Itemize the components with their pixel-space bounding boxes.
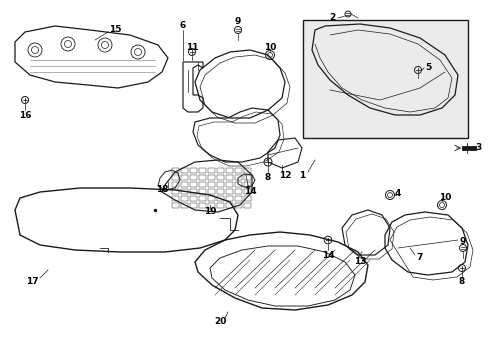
Text: 1: 1 (298, 171, 305, 180)
Text: 4: 4 (394, 189, 400, 198)
Text: 19: 19 (203, 207, 216, 216)
Text: 3: 3 (474, 144, 480, 153)
Bar (207, 168, 215, 173)
Bar (190, 203, 197, 208)
Bar (244, 168, 250, 173)
Bar (172, 168, 179, 173)
Text: 17: 17 (26, 278, 38, 287)
Bar (225, 196, 232, 201)
Bar (225, 182, 232, 187)
Bar (207, 189, 215, 194)
Bar (181, 196, 187, 201)
Bar (207, 203, 215, 208)
Bar (235, 182, 242, 187)
Bar (235, 175, 242, 180)
Bar (172, 196, 179, 201)
Text: 2: 2 (328, 13, 334, 22)
Text: 15: 15 (108, 26, 121, 35)
Bar (235, 168, 242, 173)
Bar (217, 189, 224, 194)
Bar (217, 182, 224, 187)
Text: 8: 8 (264, 174, 270, 183)
Bar (244, 196, 250, 201)
Text: 12: 12 (278, 171, 291, 180)
Text: 5: 5 (424, 63, 430, 72)
Bar (181, 175, 187, 180)
Text: 10: 10 (263, 42, 276, 51)
Bar (225, 203, 232, 208)
Bar (244, 203, 250, 208)
Bar (172, 175, 179, 180)
Bar (190, 189, 197, 194)
Text: 18: 18 (156, 185, 168, 194)
Text: 13: 13 (353, 257, 366, 266)
Bar (244, 182, 250, 187)
Bar (235, 189, 242, 194)
Text: 10: 10 (438, 193, 450, 202)
Bar (190, 175, 197, 180)
Bar (207, 196, 215, 201)
Text: 20: 20 (213, 318, 226, 327)
Text: 9: 9 (459, 238, 465, 247)
Bar (225, 175, 232, 180)
Bar (207, 175, 215, 180)
Bar (199, 168, 205, 173)
Bar (235, 196, 242, 201)
Text: 14: 14 (243, 188, 256, 197)
Bar (172, 182, 179, 187)
Bar (244, 175, 250, 180)
Bar (199, 175, 205, 180)
Text: 14: 14 (321, 251, 334, 260)
Text: 8: 8 (458, 278, 464, 287)
Bar (225, 189, 232, 194)
Bar (235, 203, 242, 208)
Bar (181, 189, 187, 194)
Bar (217, 175, 224, 180)
Bar (190, 196, 197, 201)
Bar (172, 203, 179, 208)
Bar (199, 203, 205, 208)
Bar (217, 203, 224, 208)
Bar (207, 182, 215, 187)
Text: 7: 7 (416, 253, 422, 262)
Text: 9: 9 (234, 18, 241, 27)
Bar (199, 182, 205, 187)
Bar (199, 196, 205, 201)
Bar (190, 168, 197, 173)
Bar (244, 189, 250, 194)
Bar (172, 189, 179, 194)
Text: 11: 11 (185, 44, 198, 53)
Bar (199, 189, 205, 194)
Bar (303, 20, 467, 138)
Bar (217, 196, 224, 201)
Text: 6: 6 (180, 21, 186, 30)
Bar (217, 168, 224, 173)
Bar (225, 168, 232, 173)
Bar (181, 168, 187, 173)
Bar (190, 182, 197, 187)
Bar (181, 182, 187, 187)
Text: 16: 16 (19, 111, 31, 120)
Bar (181, 203, 187, 208)
